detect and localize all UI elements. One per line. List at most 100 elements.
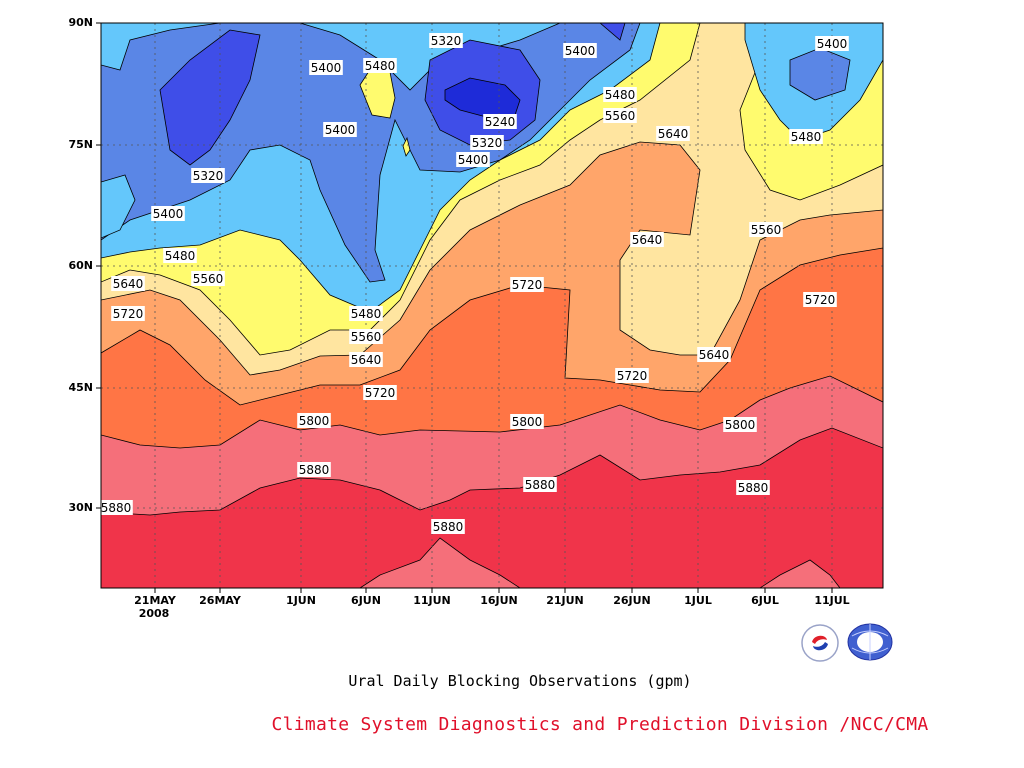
- contour-labels: 5880 5880 5880 5880 5880 5800 5800 5800 5720 5720…: [99, 33, 849, 534]
- contour-label: 5400: [311, 61, 342, 75]
- x-tick-label: 6JUN: [351, 594, 381, 607]
- contour-label: 5480: [605, 88, 636, 102]
- logos: [801, 623, 893, 662]
- contour-label-box: [656, 126, 690, 141]
- x-tick-label: 21MAY: [134, 594, 176, 607]
- credit-line: Climate System Diagnostics and Predictio…: [271, 714, 929, 735]
- contour-label-box: [309, 60, 343, 75]
- axis-ticks: [96, 22, 833, 593]
- x-axis-year: 2008: [138, 607, 170, 620]
- contour-label-box: [429, 33, 463, 48]
- contour-label: 5640: [699, 348, 730, 362]
- band-5800-5880-inlet-a: [359, 537, 521, 588]
- contour-label: 5640: [658, 127, 689, 141]
- contour-label: 5320: [431, 34, 462, 48]
- band-5240-5320: [159, 23, 626, 166]
- contour-label-box: [363, 58, 397, 73]
- contour-label-box: [191, 271, 225, 286]
- x-tick-label: 11JUL: [814, 594, 850, 607]
- contour-label-box: [615, 368, 649, 383]
- contour-label: 5880: [525, 478, 556, 492]
- y-tick-label: 90N: [68, 16, 93, 29]
- plot-frame: [100, 22, 884, 589]
- x-tick-label: 1JUN: [286, 594, 316, 607]
- y-tick-label: 75N: [68, 138, 93, 151]
- contour-label-box: [749, 222, 783, 237]
- band-5800-5880-inlet-b: [759, 559, 841, 588]
- y-tick-label: 45N: [68, 381, 93, 394]
- contour-label: 5480: [791, 130, 822, 144]
- contour-label-box: [563, 43, 597, 58]
- band-5400-5480-blob: [101, 174, 136, 239]
- contour-label: 5400: [565, 44, 596, 58]
- contour-label-box: [297, 413, 331, 428]
- contour-label-box: [99, 500, 133, 515]
- contour-label-box: [483, 114, 517, 129]
- contour-label-box: [431, 519, 465, 534]
- contour-label: 5400: [325, 123, 356, 137]
- contour-label: 5880: [101, 501, 132, 515]
- contour-label: 5880: [299, 463, 330, 477]
- contour-label: 5480: [165, 249, 196, 263]
- contour-label-box: [470, 135, 504, 150]
- contour-label: 5560: [605, 109, 636, 123]
- contour-label-box: [349, 306, 383, 321]
- contour-label: 5800: [299, 414, 330, 428]
- contour-label-box: [736, 480, 770, 495]
- contour-label-box: [603, 108, 637, 123]
- contour-label: 5400: [458, 153, 489, 167]
- contour-label: 5240: [485, 115, 516, 129]
- contour-label: 5400: [817, 37, 848, 51]
- contour-label-box: [151, 206, 185, 221]
- contour-label-box: [697, 347, 731, 362]
- contour-label: 5400: [153, 207, 184, 221]
- contour-label-box: [603, 87, 637, 102]
- contour-label-box: [297, 462, 331, 477]
- contour-label-box: [510, 414, 544, 429]
- contour-label-box: [323, 122, 357, 137]
- x-tick-label: 26JUN: [613, 594, 651, 607]
- band-5480-5560-blob-b: [402, 136, 411, 157]
- contour-label-box: [363, 385, 397, 400]
- contour-label-box: [111, 276, 145, 291]
- contour-label: 5720: [113, 307, 144, 321]
- contour-label: 5720: [805, 293, 836, 307]
- contour-label: 5320: [472, 136, 503, 150]
- contour-label: 5480: [365, 59, 396, 73]
- contour-label: 5560: [751, 223, 782, 237]
- chart-title: Ural Daily Blocking Observations (gpm): [348, 672, 692, 690]
- contour-label: 5800: [725, 418, 756, 432]
- contour-label: 5720: [365, 386, 396, 400]
- x-tick-label: 11JUN: [413, 594, 451, 607]
- bcc-logo: [801, 624, 839, 662]
- x-tick-label: 6JUL: [751, 594, 779, 607]
- y-tick-label: 30N: [68, 501, 93, 514]
- contour-label: 5720: [617, 369, 648, 383]
- contour-label: 5640: [632, 233, 663, 247]
- contour-label-box: [163, 248, 197, 263]
- contour-label: 5880: [433, 520, 464, 534]
- contour-label: 5480: [351, 307, 382, 321]
- contour-label-box: [803, 292, 837, 307]
- contour-label: 5640: [351, 353, 382, 367]
- contour-label-box: [191, 168, 225, 183]
- ncc-logo: [847, 623, 893, 661]
- contour-label: 5560: [351, 330, 382, 344]
- contour-label: 5640: [113, 277, 144, 291]
- contour-label-box: [815, 36, 849, 51]
- x-tick-label: 21JUN: [546, 594, 584, 607]
- contour-label: 5320: [193, 169, 224, 183]
- contour-label-box: [523, 477, 557, 492]
- contour-label-box: [111, 306, 145, 321]
- y-tick-label: 60N: [68, 259, 93, 272]
- contour-label: 5800: [512, 415, 543, 429]
- contour-label-box: [456, 152, 490, 167]
- contour-label: 5560: [193, 272, 224, 286]
- contour-label-box: [723, 417, 757, 432]
- x-tick-label: 1JUL: [684, 594, 712, 607]
- contour-label: 5720: [512, 278, 543, 292]
- filled-contours: [101, 23, 883, 588]
- x-tick-label: 16JUN: [480, 594, 518, 607]
- contour-label-box: [510, 277, 544, 292]
